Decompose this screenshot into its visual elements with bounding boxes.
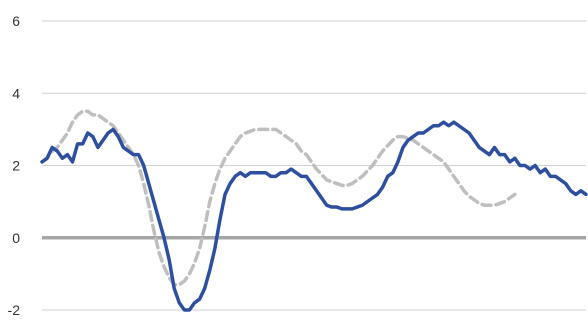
y-tick-label: 4 xyxy=(12,85,20,101)
y-tick-label: 2 xyxy=(12,158,20,174)
series-lines xyxy=(40,109,588,312)
series-line-solid xyxy=(40,120,588,312)
y-tick-label: 0 xyxy=(12,230,20,246)
y-tick-label: -2 xyxy=(8,302,21,318)
gridlines xyxy=(42,20,586,311)
y-axis-labels: -2 0 2 4 6 xyxy=(8,13,21,318)
series-line-dashed xyxy=(40,109,517,287)
y-tick-label: 6 xyxy=(12,13,20,29)
